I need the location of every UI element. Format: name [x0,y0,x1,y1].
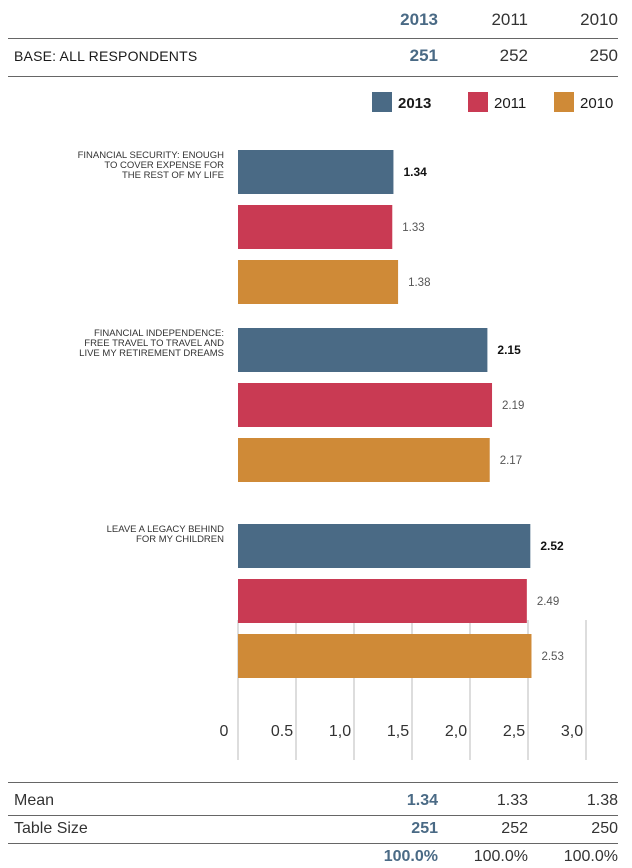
header-table: 2013 2011 2010 BASE: ALL RESPONDENTS 251… [0,0,632,80]
x-tick-label: 3,0 [561,723,583,740]
x-tick-label: 1,0 [329,723,351,740]
category-label: FINANCIAL INDEPENDENCE: [94,328,224,339]
category-label: FREE TRAVEL TO TRAVEL AND [84,338,224,349]
x-tick-label: 0 [220,723,229,740]
legend-swatch [468,92,488,112]
mean-value-2013: 1.34 [406,792,438,809]
data-label: 1.33 [402,222,424,234]
legend-swatch [372,92,392,112]
category-label: THE REST OF MY LIFE [122,170,224,181]
header-rule [8,38,618,39]
bar [238,579,527,623]
category-label: FINANCIAL SECURITY: ENOUGH [78,150,225,161]
data-label: 1.38 [408,277,430,289]
table-size-2011: 252 [501,820,528,837]
legend-swatch [554,92,574,112]
mean-value-2010: 1.38 [586,792,618,809]
bar [238,438,490,482]
x-tick-label: 1,5 [387,723,409,740]
bar [238,150,394,194]
base-value-2011: 252 [499,46,528,65]
bar-chart: 0 0.5 1,0 1,5 2,0 2,5 3,0 2013 2011 2010 FINANCIAL… [78,92,613,760]
table-size-label: Table Size [14,820,88,837]
mean-value-2011: 1.33 [496,792,528,809]
header-year-2011: 2011 [491,10,528,29]
header-year-2010: 2010 [580,10,618,29]
x-tick-label: 2,5 [503,723,525,740]
data-label: 1.34 [403,165,427,179]
data-label: 2.53 [541,651,563,663]
legend-label: 2013 [398,95,431,112]
data-label: 2.17 [500,455,522,467]
pct-2010: 100.0% [563,848,618,865]
pct-2011: 100.0% [473,848,528,865]
summary-rule-top [8,782,618,783]
category-label: FOR MY CHILDREN [136,534,224,545]
legend-label: 2011 [494,95,526,112]
summary-rule-bottom [8,843,618,844]
bar [238,383,493,427]
x-tick-label: 2,0 [445,723,467,740]
data-label: 2.19 [502,400,524,412]
category-label: LIVE MY RETIREMENT DREAMS [79,348,224,359]
summary-rule-mid [8,815,618,816]
category-label: TO COVER EXPENSE FOR [104,160,224,171]
bar [238,524,531,568]
data-label: 2.15 [497,343,521,357]
data-label: 2.49 [537,596,559,608]
base-value-2010: 250 [589,46,618,65]
pct-2013: 100.0% [383,848,438,865]
base-value-2013: 251 [409,46,438,65]
category-label: LEAVE A LEGACY BEHIND [107,524,225,535]
legend-label: 2010 [580,95,613,112]
mean-label: Mean [14,792,55,809]
summary-table: Mean 1.34 1.33 1.38 Table Size 251 252 2… [0,780,632,868]
base-label: BASE: ALL RESPONDENTS [14,48,198,64]
base-rule [8,76,618,77]
bar [238,634,532,678]
x-tick-label: 0.5 [271,723,293,740]
table-size-2013: 251 [411,820,438,837]
data-label: 2.52 [540,539,564,553]
header-year-2013: 2013 [400,10,438,29]
bar [238,205,393,249]
bar [238,328,488,372]
bar [238,260,399,304]
table-size-2010: 250 [591,820,618,837]
